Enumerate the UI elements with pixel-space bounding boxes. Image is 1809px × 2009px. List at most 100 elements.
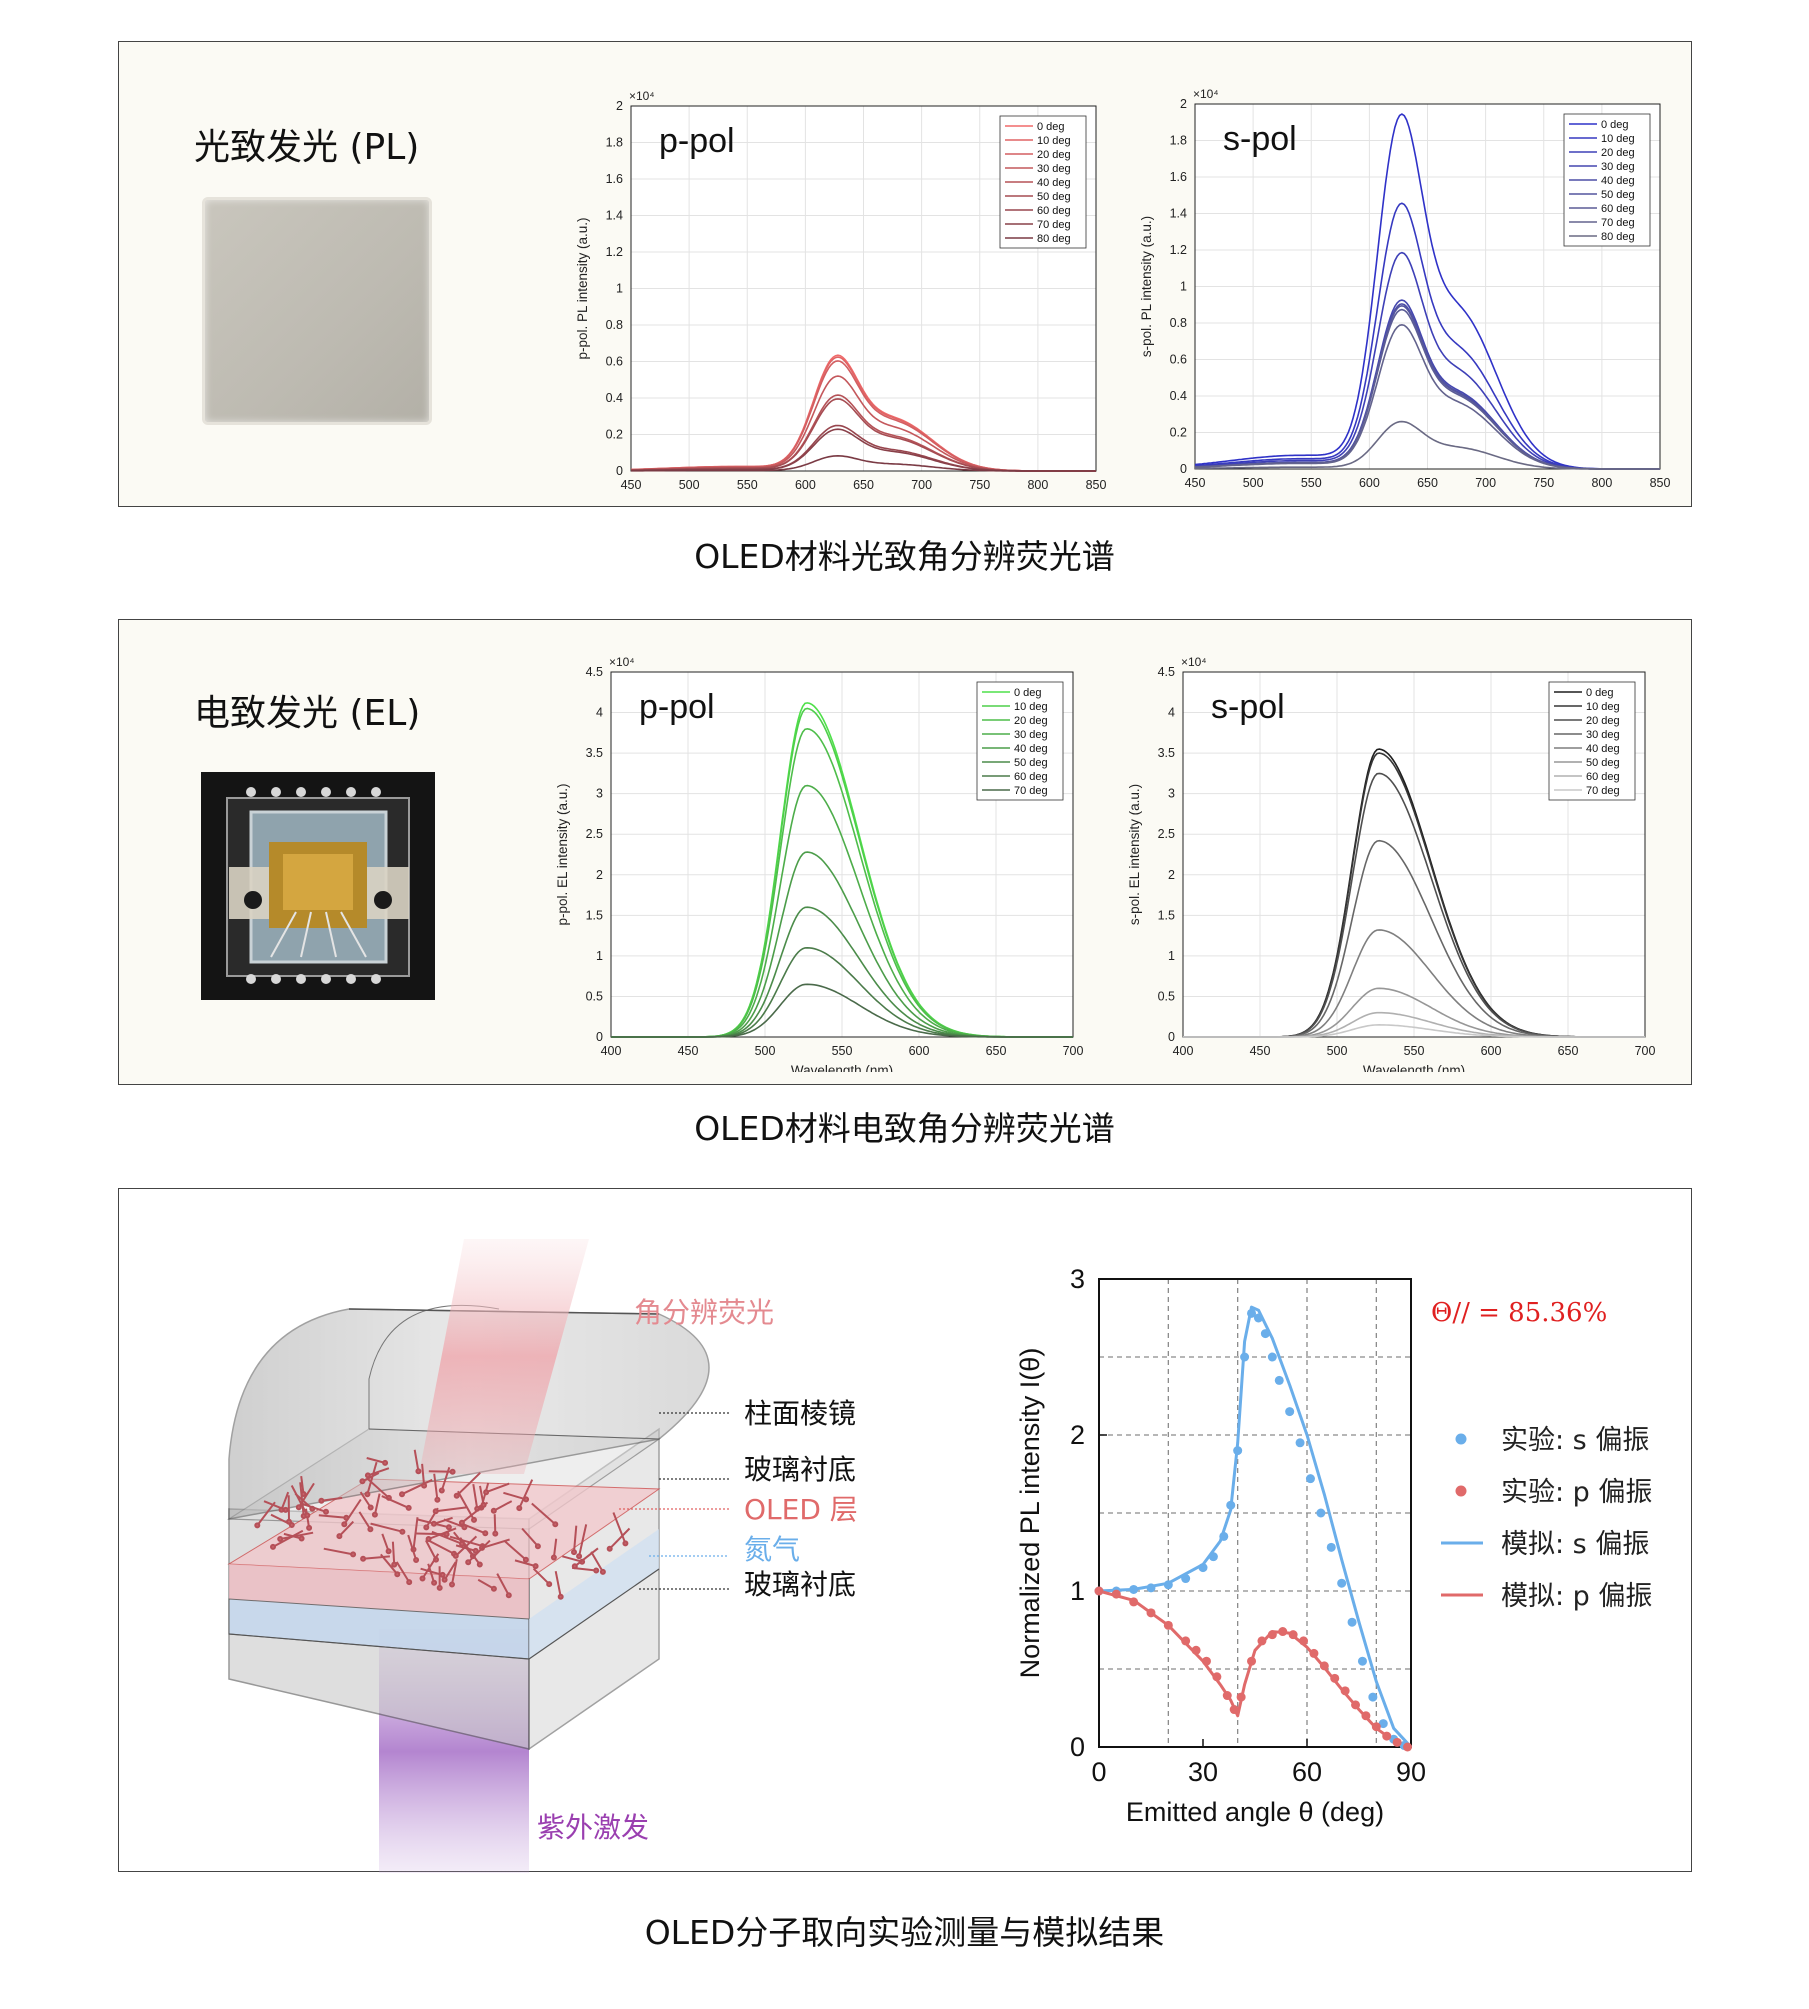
molecule-arrow-head: [430, 1520, 437, 1527]
molecule-arrow: [485, 1482, 510, 1494]
molecule-arrow-head: [522, 1556, 529, 1563]
molecule-arrow-head: [406, 1579, 413, 1586]
pl-p-chart: 450 500 550 600 650 700 750 800 850 0 0.2 0.4 0.6 0.8…: [575, 89, 1106, 492]
y-tick-label: 1.4: [1170, 207, 1187, 221]
data-point: [1240, 1352, 1250, 1362]
molecule-arrow: [395, 1561, 411, 1583]
x-tick-label: 600: [1481, 1044, 1502, 1058]
legend-label: 40 deg: [1601, 175, 1635, 187]
molecule-arrow: [421, 1463, 426, 1486]
emission-beam: [419, 1239, 589, 1474]
molecule-arrow-head: [452, 1552, 459, 1559]
data-point: [1233, 1446, 1243, 1456]
data-point: [1163, 1580, 1173, 1590]
molecule-arrow-head: [413, 1557, 420, 1563]
molecule-arrow-head: [458, 1519, 465, 1526]
molecule-arrow: [401, 1478, 433, 1496]
molecule-arrow-head: [492, 1530, 499, 1537]
molecule-arrow-head: [552, 1521, 559, 1528]
x-tick-label: 500: [1243, 476, 1264, 490]
data-point: [1403, 1742, 1413, 1752]
data-point: [1219, 1531, 1229, 1541]
molecule-arrow: [503, 1491, 527, 1501]
molecule-arrow: [455, 1544, 476, 1552]
data-point: [1351, 1700, 1361, 1710]
data-point: [1330, 1673, 1340, 1683]
molecule-arrow: [412, 1517, 419, 1550]
molecule-arrow-head: [295, 1504, 302, 1511]
molecule-arrow: [272, 1529, 304, 1548]
data-point: [1129, 1597, 1139, 1607]
data-point: [1392, 1737, 1402, 1747]
molecule-arrow: [554, 1571, 562, 1597]
molecule-arrow: [321, 1496, 343, 1502]
molecule-arrow: [407, 1534, 418, 1561]
molecule-arrow: [299, 1482, 305, 1517]
chart-title: p-pol: [659, 122, 735, 160]
molecule-arrow: [391, 1541, 396, 1565]
molecule-arrow: [290, 1485, 309, 1516]
data-point: [1236, 1692, 1246, 1702]
sim-line: [1098, 1305, 1413, 1749]
data-point: [1253, 1313, 1263, 1323]
molecule-arrow-head: [298, 1535, 305, 1542]
molecule-arrow: [433, 1516, 453, 1525]
legend-label: 30 deg: [1014, 729, 1048, 741]
molecule-arrow-head: [391, 1561, 398, 1568]
y-axis-label: s-pol. EL intensity (a.u.): [1127, 784, 1142, 925]
molecule-arrow-head: [546, 1581, 553, 1588]
molecule-arrow-head: [394, 1571, 401, 1578]
molecule-arrow: [479, 1485, 485, 1506]
molecule-arrow: [370, 1522, 403, 1533]
molecule-arrow: [590, 1551, 604, 1573]
y-tick-label: 4: [1168, 706, 1175, 720]
molecule-arrow-head: [359, 1478, 366, 1485]
x-tick-label: 550: [1301, 476, 1322, 490]
y-axis-label: Normalized PL intensity I(θ): [1015, 1348, 1045, 1679]
y-tick-label: 0: [1070, 1732, 1085, 1762]
y-tick-label: 0.4: [1170, 389, 1187, 403]
layer-label-prism: 柱面棱镜: [744, 1397, 856, 1430]
molecule-arrow: [532, 1567, 550, 1585]
x-tick-label: 650: [853, 478, 874, 492]
molecule-arrow: [323, 1547, 354, 1556]
x-tick-label: 550: [1404, 1044, 1425, 1058]
y-tick-label: 0.6: [1170, 353, 1187, 367]
x-tick-label: 700: [1475, 476, 1496, 490]
molecule-arrow-head: [304, 1512, 311, 1519]
y-tick-label: 1.5: [586, 908, 603, 922]
y-tick-label: 0: [596, 1030, 603, 1044]
molecule-arrow: [562, 1555, 583, 1563]
measurement-diagram: 角分辨荧光 紫外激发 柱面棱镜 玻璃衬底 OLED 层 氮气 玻璃衬底: [227, 1239, 858, 1873]
y-tick-label: 3: [596, 787, 603, 801]
y-axis-label: p-pol. PL intensity (a.u.): [575, 217, 590, 359]
legend-label: 30 deg: [1586, 729, 1620, 741]
y-tick-label: 1.5: [1158, 908, 1175, 922]
x-tick-label: 500: [755, 1044, 776, 1058]
legend-label: 60 deg: [1601, 203, 1635, 215]
y-tick-label: 0.8: [606, 318, 623, 332]
x-tick-label: 0: [1091, 1757, 1106, 1787]
molecule-arrow: [366, 1457, 386, 1464]
molecule-arrow: [358, 1511, 372, 1530]
y-tick-label: 1.6: [606, 172, 623, 186]
molecule-arrow-head: [606, 1545, 613, 1552]
data-point: [1316, 1508, 1326, 1518]
molecule-arrow-head: [434, 1496, 441, 1503]
molecule-arrow: [449, 1535, 483, 1548]
molecule-arrow-head: [270, 1543, 276, 1550]
molecule-arrow-head: [382, 1459, 389, 1466]
molecule-arrow: [493, 1500, 513, 1512]
data-point: [1129, 1584, 1139, 1594]
uv-beam-label: 紫外激发: [537, 1811, 649, 1844]
data-point: [1181, 1574, 1191, 1584]
molecule-arrow-head: [306, 1524, 313, 1531]
data-point: [1229, 1705, 1239, 1715]
molecule-arrow: [574, 1547, 599, 1568]
layer-label-glass-bottom: 玻璃衬底: [744, 1568, 856, 1601]
x-tick-label: 700: [1063, 1044, 1084, 1058]
molecule-arrow-head: [277, 1536, 284, 1542]
legend-marker: [1455, 1433, 1467, 1445]
molecule-arrow-head: [360, 1555, 367, 1562]
molecule-arrow: [443, 1561, 457, 1581]
